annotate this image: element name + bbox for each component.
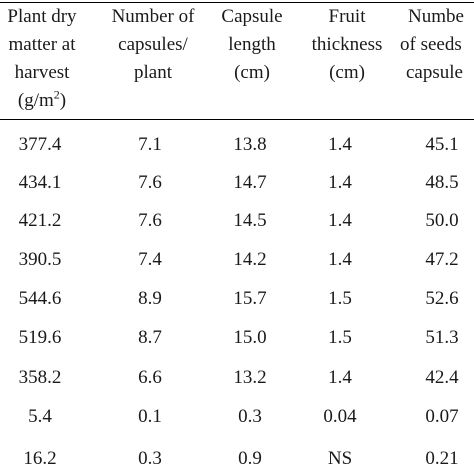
table-cell: 0.07 [425,406,459,427]
header-plant-dry-matter: Plant dry matter at harvest (g/m2) [0,3,90,115]
table-cell: 15.7 [233,288,267,309]
header-line: capsules/ [118,34,188,55]
header-line: capsule [406,62,463,83]
table-cell: 519.6 [18,327,62,348]
table-cell: 13.2 [233,367,267,388]
header-line: matter at [8,34,76,55]
header-line: harvest [14,62,70,83]
header-line: thickness [311,34,383,55]
table-cell: 45.1 [425,134,459,155]
table-cell: 0.1 [138,406,162,427]
table-cell: 358.2 [18,367,62,388]
header-line: Numbe [408,6,464,27]
table-cell: 1.5 [328,327,352,348]
table-cell: 14.5 [233,210,267,231]
table-cell: 48.5 [425,172,459,193]
top-rule [0,2,474,3]
header-capsule-length: Capsule length (cm) [210,3,294,87]
header-rule [0,119,474,120]
table-cell: 16.2 [23,448,57,469]
header-capsules-per-plant: Number of capsules/ plant [96,3,210,87]
table-cell: 1.4 [328,172,352,193]
table-cell: 0.3 [138,448,162,469]
header-seeds-per-capsule: Numbe of seeds capsule [400,3,474,87]
header-line: of seeds [400,34,462,55]
header-line: (cm) [234,62,270,83]
header-line: (cm) [329,62,365,83]
header-superscript: 2 [53,87,60,102]
table-cell: 13.8 [233,134,267,155]
table-cell: 7.6 [138,172,162,193]
table-cell: 51.3 [425,327,459,348]
table-cell: 0.04 [323,406,357,427]
table-cell: 434.1 [18,172,62,193]
table-cell: 0.3 [238,406,262,427]
header-fruit-thickness: Fruit thickness (cm) [298,3,396,87]
table-cell: 1.5 [328,288,352,309]
table-cell: 8.7 [138,327,162,348]
header-line: Plant dry [7,6,77,27]
table-cell: 0.21 [425,448,459,469]
header-line: length [228,34,276,55]
table-cell: 7.6 [138,210,162,231]
table-cell: 421.2 [18,210,62,231]
table-cell: 377.4 [18,134,62,155]
table-cell: 7.4 [138,249,162,270]
table-cell: 7.1 [138,134,162,155]
table-cell: 5.4 [28,406,52,427]
table-cell: 0.9 [238,448,262,469]
table-cell: 544.6 [18,288,62,309]
header-line: Capsule [221,6,283,27]
table-cell: 1.4 [328,210,352,231]
table-cell: 47.2 [425,249,459,270]
table-cell: 1.4 [328,134,352,155]
table-cell: 42.4 [425,367,459,388]
table-cell: 14.2 [233,249,267,270]
table-cell: 6.6 [138,367,162,388]
table-cell: 8.9 [138,288,162,309]
header-line: Fruit [328,6,366,27]
header-line: Number of [111,6,195,27]
table-cell: 1.4 [328,249,352,270]
table-cell: NS [327,448,353,469]
table-cell: 1.4 [328,367,352,388]
table-cell: 390.5 [18,249,62,270]
table-cell: 50.0 [425,210,459,231]
header-line: plant [134,62,172,83]
header-line-unit: (g/m2) [17,87,67,111]
table-cell: 15.0 [233,327,267,348]
table-cell: 52.6 [425,288,459,309]
table-cell: 14.7 [233,172,267,193]
